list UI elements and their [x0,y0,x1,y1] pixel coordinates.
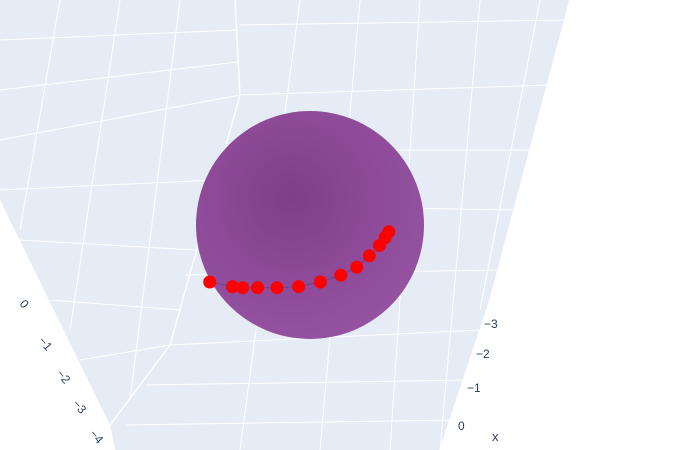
marker-point[interactable] [313,275,327,289]
sphere-surface [196,111,424,339]
grid-line [0,61,239,91]
y-tick-label: −1 [36,334,56,354]
grid-line [79,344,171,361]
marker-point[interactable] [292,280,306,294]
grid-line [49,299,181,311]
x-tick-label: −2 [476,347,490,361]
grid-line [144,379,471,386]
grid-line [0,94,241,141]
marker-point[interactable] [203,275,217,289]
x-tick-label: −3 [484,317,498,331]
right-wall-edge [439,0,571,450]
marker-point[interactable] [226,280,239,294]
marker-point[interactable] [362,249,376,263]
marker-point[interactable] [270,281,284,295]
marker-point[interactable] [236,281,250,295]
y-tick-label: 0 [17,297,32,311]
grid-line [19,239,196,251]
marker-point[interactable] [350,260,364,274]
y-tick-label: −2 [54,367,74,387]
marker-point[interactable] [251,281,265,295]
marker-point[interactable] [382,225,396,239]
grid-line [69,0,121,331]
marker-trace [203,225,396,295]
grid-line [479,0,541,311]
marker-point[interactable] [334,268,348,282]
grid-line [124,419,456,426]
grid-line [239,84,551,96]
grid-line [0,179,216,191]
x-tick-label: 0 [458,419,465,433]
grid-line [439,0,481,450]
y-tick-label: −3 [70,397,90,417]
grid-line [239,19,567,26]
y-tick-label: −4 [87,427,107,447]
grid-line [129,0,181,401]
x-tick-label: −1 [467,381,481,395]
grid-line [19,0,61,231]
x-axis: −3 −2 −1 0 x [458,317,499,444]
x-axis-title: x [492,429,499,444]
grid-line [0,29,239,41]
